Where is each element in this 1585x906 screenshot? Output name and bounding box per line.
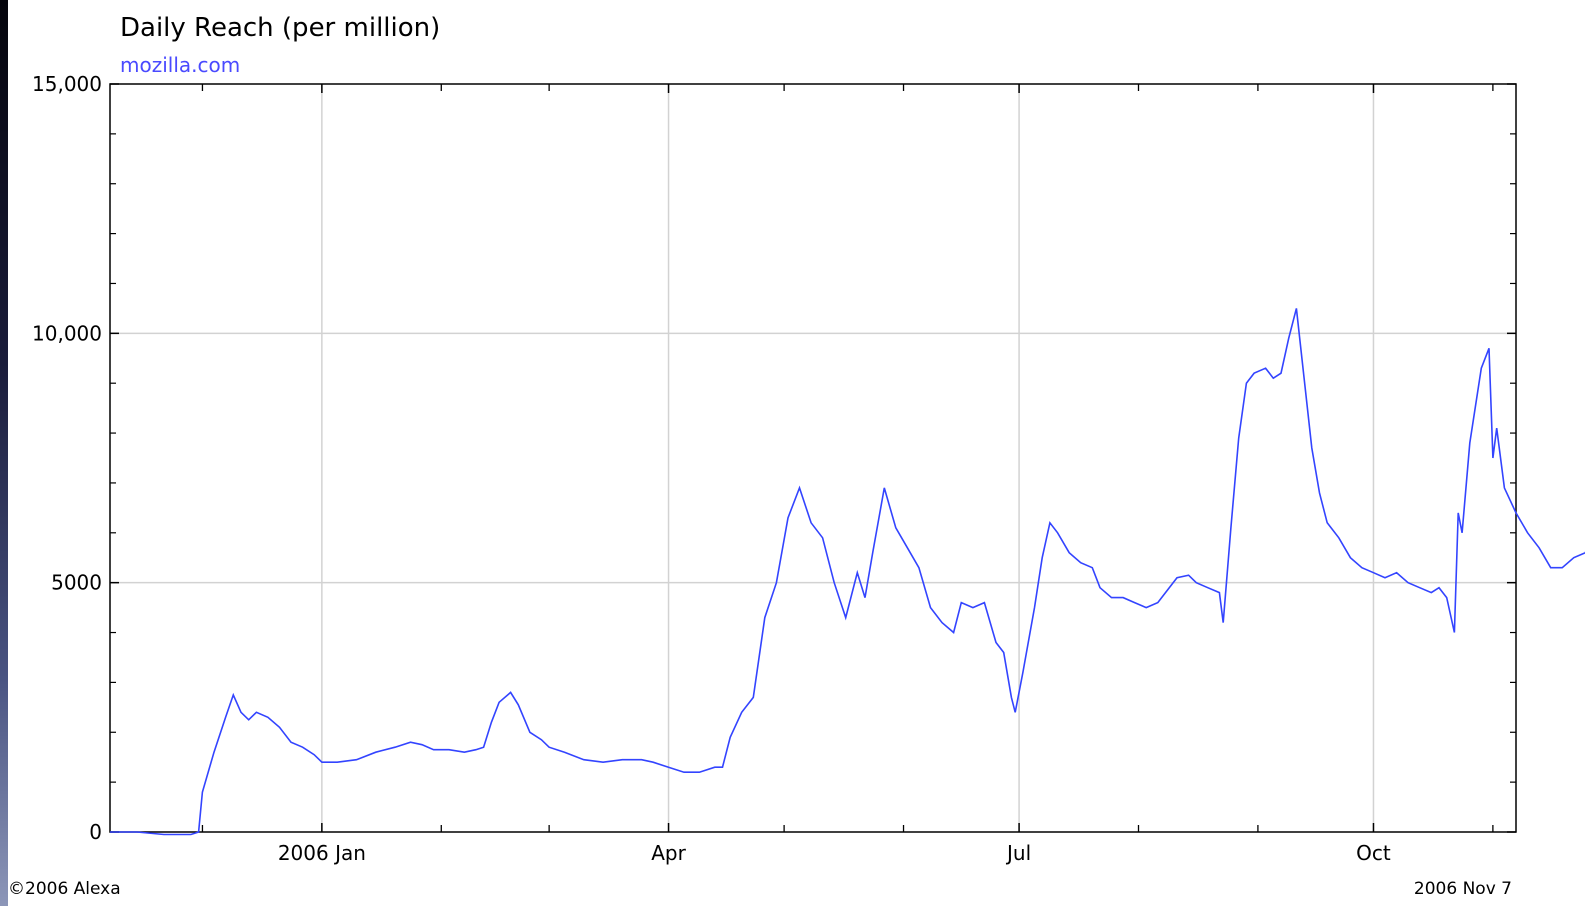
x-tick-label: Oct [1356, 841, 1391, 865]
y-tick-label: 0 [89, 820, 102, 844]
grid [110, 84, 1516, 832]
y-tick-label: 5000 [51, 571, 102, 595]
x-tick-label: Jul [1005, 841, 1031, 865]
x-tick-label: Apr [651, 841, 686, 865]
chart-panel [8, 0, 1585, 906]
chart-subtitle: mozilla.com [120, 53, 240, 77]
x-tick-label: 2006 Jan [278, 841, 366, 865]
y-tick-label: 10,000 [32, 321, 102, 345]
plot-frame [109, 83, 1517, 833]
chart-title: Daily Reach (per million) [120, 13, 440, 43]
copyright-text: ©2006 Alexa [8, 879, 121, 899]
left-edge-stripe [0, 0, 8, 906]
y-tick-label: 15,000 [32, 72, 102, 96]
footer-date: 2006 Nov 7 [1414, 879, 1512, 899]
series-line [110, 308, 1585, 836]
axis-labels: 0 5000 10,000 15,000 2006 Jan Apr Jul Oct [32, 72, 1391, 865]
axis-ticks [110, 83, 1516, 833]
